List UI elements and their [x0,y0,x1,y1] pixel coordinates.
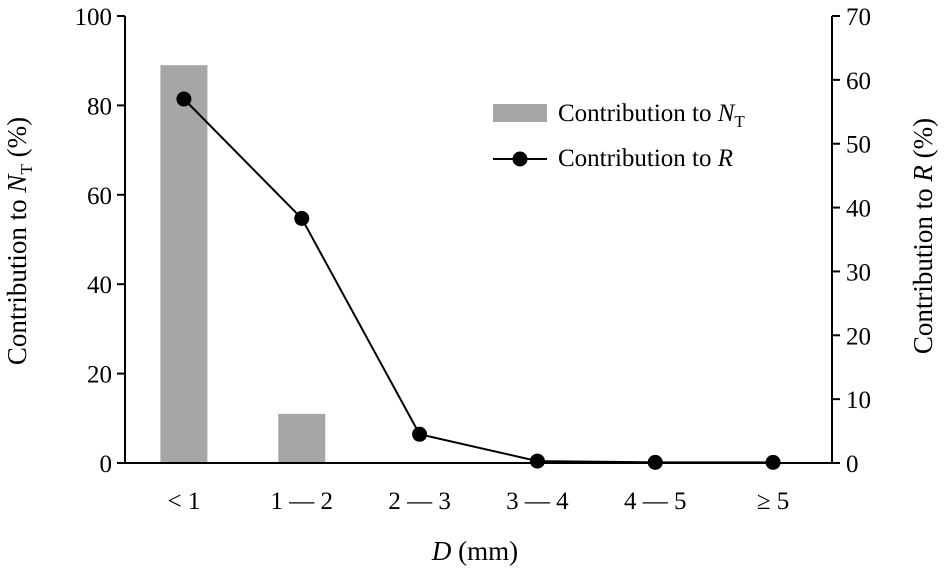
line-path [183,98,774,464]
y-left-tick-label: 100 [75,4,113,31]
y-right-tick-label: 60 [846,68,871,95]
y-right-tick-label: 70 [846,4,871,31]
line-point [412,426,428,442]
y-left-tick-label: 20 [87,362,112,389]
line-point [765,454,781,470]
axes: 0 20 40 60 80 100 0 10 20 30 40 50 60 70 < 1 1 — 2 2 — 3… [75,4,872,515]
bar [278,413,326,463]
x-tick-label: 4 — 5 [624,488,687,515]
y-right-tick-label: 30 [846,259,871,286]
x-tick-label: 1 — 2 [271,488,334,515]
legend-label-nt: Contribution to NT [558,100,745,131]
x-tick-label: ≥ 5 [757,488,789,515]
y-right-tick-label: 10 [846,387,871,414]
x-axis-label: D (mm) [431,536,518,566]
line-point [294,210,310,226]
y-right-tick-label: 40 [846,196,871,223]
y-left-tick-label: 40 [87,272,112,299]
line-point [176,91,192,107]
bar [160,65,208,464]
line-point [529,453,545,469]
y-left-tick-label: 0 [100,451,113,478]
y-right-tick-label: 20 [846,323,871,350]
line-point [647,454,663,470]
y-right-tick-label: 50 [846,132,871,159]
x-tick-label: 3 — 4 [506,488,569,515]
line-series-r [176,91,781,470]
x-tick-label: < 1 [167,488,200,515]
legend-bar-swatch [493,104,547,122]
legend: Contribution to NT Contribution to R [493,100,745,172]
y-left-tick-label: 60 [87,183,112,210]
y-axis-right-label: Contribution to R (%) [908,118,938,354]
legend-circle-marker [512,151,528,167]
y-right-tick-label: 0 [846,451,859,478]
legend-label-r: Contribution to R [558,145,733,172]
y-left-tick-label: 80 [87,93,112,120]
y-axis-left-label: Contribution to NT (%) [2,117,36,365]
x-tick-label: 2 — 3 [388,488,451,515]
bar-series-nt [160,65,326,464]
